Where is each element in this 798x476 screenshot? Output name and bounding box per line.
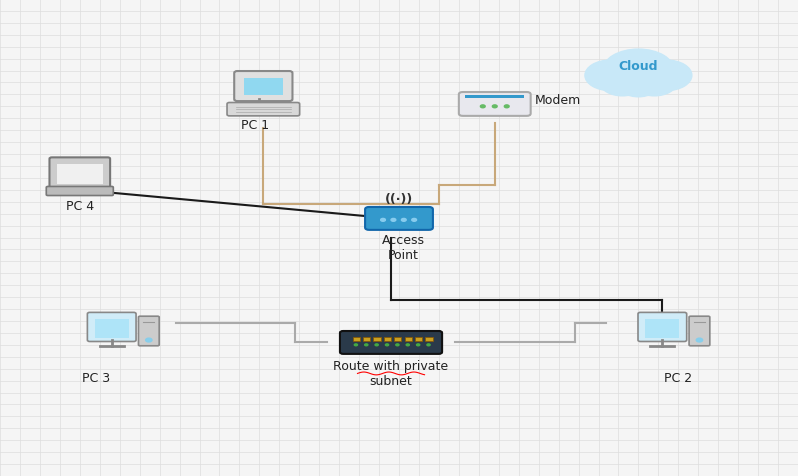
Circle shape [427,344,430,346]
Circle shape [354,344,358,346]
Circle shape [396,344,399,346]
Text: Access
Point: Access Point [381,233,425,261]
Text: ((·)): ((·)) [385,192,413,205]
Circle shape [696,338,703,342]
Circle shape [632,70,677,97]
FancyBboxPatch shape [95,319,129,338]
FancyBboxPatch shape [49,158,110,189]
Circle shape [375,344,378,346]
FancyBboxPatch shape [638,313,686,342]
FancyBboxPatch shape [373,337,381,341]
Circle shape [412,219,417,222]
Text: PC 4: PC 4 [65,200,94,213]
FancyBboxPatch shape [57,165,103,185]
Circle shape [641,61,692,91]
FancyBboxPatch shape [465,96,524,99]
Text: Cloud: Cloud [618,60,658,73]
FancyBboxPatch shape [384,337,391,341]
FancyBboxPatch shape [645,319,680,338]
Circle shape [401,219,406,222]
Circle shape [600,70,645,97]
Circle shape [480,106,485,109]
FancyBboxPatch shape [46,187,113,196]
Circle shape [618,74,658,98]
Circle shape [406,344,409,346]
Circle shape [381,219,385,222]
Circle shape [391,219,396,222]
FancyBboxPatch shape [394,337,401,341]
FancyBboxPatch shape [689,317,709,346]
FancyBboxPatch shape [405,337,412,341]
Text: PC 3: PC 3 [81,371,110,384]
Circle shape [365,344,368,346]
FancyBboxPatch shape [227,103,300,117]
FancyBboxPatch shape [353,337,360,341]
Circle shape [146,338,152,342]
FancyBboxPatch shape [340,331,442,354]
FancyBboxPatch shape [235,72,292,102]
Text: PC 1: PC 1 [241,119,270,132]
FancyBboxPatch shape [425,337,433,341]
FancyBboxPatch shape [415,337,422,341]
FancyBboxPatch shape [365,208,433,230]
Circle shape [492,106,497,109]
Text: Modem: Modem [535,93,581,107]
FancyBboxPatch shape [139,317,160,346]
FancyBboxPatch shape [459,93,531,117]
FancyBboxPatch shape [363,337,370,341]
Circle shape [602,50,674,93]
FancyBboxPatch shape [88,313,136,342]
FancyBboxPatch shape [244,79,282,96]
Circle shape [504,106,509,109]
Text: Route with private
subnet: Route with private subnet [334,359,448,387]
Circle shape [385,344,389,346]
Circle shape [417,344,420,346]
Circle shape [585,61,636,91]
Text: PC 2: PC 2 [664,371,693,384]
